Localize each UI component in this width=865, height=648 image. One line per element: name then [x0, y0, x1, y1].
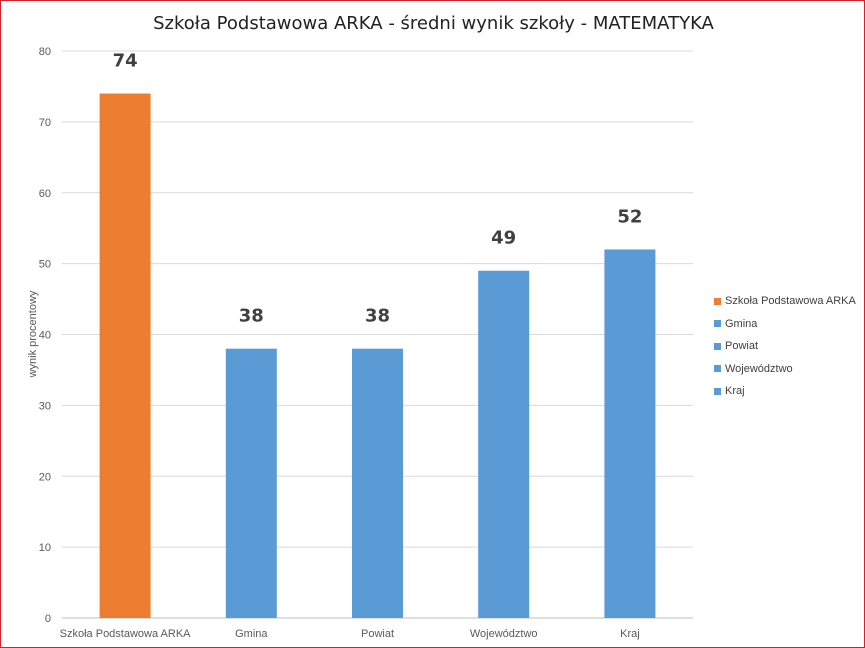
legend-swatch: [714, 320, 721, 328]
legend-entry: Kraj: [714, 380, 856, 403]
legend-entry: Powiat: [714, 335, 856, 358]
legend-entry: Gmina: [714, 313, 856, 336]
legend-label: Powiat: [725, 340, 759, 353]
x-tick-label: Powiat: [361, 628, 394, 640]
data-label: 49: [491, 228, 516, 249]
legend-swatch: [714, 387, 721, 395]
x-tick-label: Gmina: [235, 628, 268, 640]
data-label: 52: [617, 206, 642, 227]
y-tick-label: 10: [39, 542, 51, 554]
y-tick-label: 50: [39, 259, 51, 271]
legend-swatch: [714, 342, 721, 350]
y-tick-label: 30: [39, 400, 51, 412]
bar: [99, 93, 151, 618]
bar: [604, 249, 656, 618]
y-tick-label: 40: [39, 330, 51, 342]
bars: [99, 93, 656, 618]
data-labels: 74 38 38 49 52: [113, 51, 643, 327]
bar: [225, 348, 277, 618]
legend-label: Gmina: [725, 317, 758, 330]
bar: [352, 348, 403, 618]
x-tick-label: Województwo: [470, 628, 538, 640]
chart-title: Szkoła Podstawowa ARKA - średni wynik sz…: [153, 13, 714, 34]
data-label: 38: [239, 306, 264, 327]
y-tick-label: 20: [39, 471, 51, 483]
y-axis-ticks: 0 10 20 30 40 50 60 70 80: [39, 46, 51, 625]
y-tick-label: 70: [39, 117, 51, 129]
legend-label: Województwo: [725, 362, 793, 375]
legend-swatch: [714, 365, 721, 373]
bar: [478, 270, 530, 618]
x-tick-label: Szkoła Podstawowa ARKA: [60, 628, 192, 640]
legend-swatch: [714, 297, 721, 305]
legend-label: Szkoła Podstawowa ARKA: [725, 295, 856, 308]
y-tick-label: 60: [39, 188, 51, 200]
legend: Szkoła Podstawowa ARKA Gmina Powiat Wojewód…: [714, 290, 856, 403]
legend-entry: Województwo: [714, 358, 856, 381]
legend-entry: Szkoła Podstawowa ARKA: [714, 290, 856, 313]
data-label: 74: [113, 51, 138, 72]
x-tick-label: Kraj: [620, 628, 640, 640]
x-axis-ticks: Szkoła Podstawowa ARKA Gmina Powiat Wojewód…: [60, 628, 640, 640]
legend-label: Kraj: [725, 385, 745, 398]
y-tick-label: 80: [39, 46, 51, 58]
y-tick-label: 0: [45, 613, 51, 625]
data-label: 38: [365, 306, 390, 327]
